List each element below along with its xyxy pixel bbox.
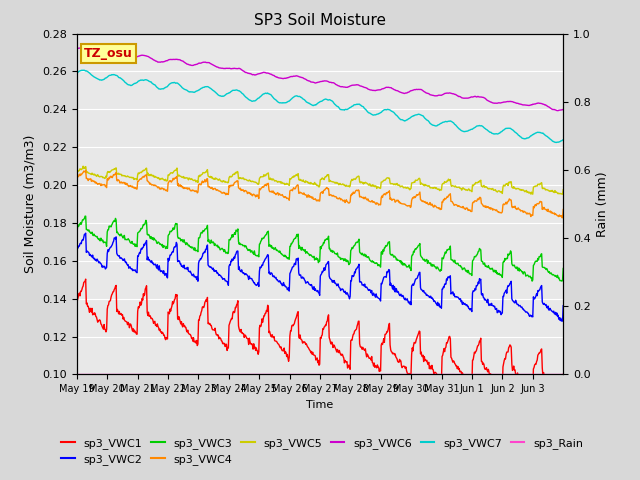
sp3_VWC5 bbox=[397, 183, 405, 189]
sp3_VWC3 bbox=[397, 261, 405, 267]
Line: sp3_VWC4: sp3_VWC4 bbox=[77, 170, 563, 218]
sp3_VWC1 bbox=[131, 327, 138, 333]
sp3_Rain bbox=[370, 372, 378, 377]
sp3_VWC6 bbox=[559, 107, 567, 112]
sp3_VWC4 bbox=[262, 183, 270, 189]
sp3_VWC6 bbox=[73, 46, 81, 52]
sp3_Rain bbox=[73, 372, 81, 377]
sp3_VWC6 bbox=[397, 90, 405, 96]
sp3_VWC7 bbox=[131, 81, 138, 86]
sp3_VWC3 bbox=[82, 213, 90, 219]
sp3_VWC3 bbox=[244, 248, 252, 253]
sp3_VWC7 bbox=[559, 137, 567, 143]
sp3_VWC7 bbox=[73, 71, 81, 76]
sp3_VWC7 bbox=[262, 91, 270, 96]
Y-axis label: Rain (mm): Rain (mm) bbox=[596, 171, 609, 237]
sp3_VWC6 bbox=[131, 55, 138, 60]
sp3_VWC2 bbox=[559, 303, 567, 309]
sp3_VWC7 bbox=[244, 96, 252, 102]
Line: sp3_VWC2: sp3_VWC2 bbox=[77, 233, 563, 321]
sp3_Rain bbox=[220, 372, 227, 377]
sp3_VWC7 bbox=[371, 112, 378, 118]
sp3_VWC1 bbox=[559, 372, 567, 377]
sp3_Rain bbox=[397, 372, 404, 377]
sp3_Rain bbox=[244, 372, 252, 377]
Y-axis label: Soil Moisture (m3/m3): Soil Moisture (m3/m3) bbox=[24, 135, 36, 273]
sp3_VWC3 bbox=[131, 241, 138, 247]
sp3_Rain bbox=[559, 372, 567, 377]
sp3_VWC5 bbox=[79, 163, 87, 169]
sp3_VWC3 bbox=[558, 278, 566, 284]
sp3_VWC7 bbox=[78, 67, 86, 73]
sp3_VWC5 bbox=[371, 183, 378, 189]
Line: sp3_VWC6: sp3_VWC6 bbox=[77, 47, 563, 111]
sp3_VWC2 bbox=[244, 274, 252, 279]
sp3_VWC4 bbox=[559, 206, 567, 212]
sp3_VWC6 bbox=[262, 70, 270, 76]
sp3_VWC1 bbox=[558, 396, 566, 402]
sp3_VWC4 bbox=[397, 201, 405, 206]
sp3_VWC5 bbox=[220, 178, 228, 184]
Line: sp3_VWC7: sp3_VWC7 bbox=[77, 70, 563, 143]
sp3_VWC4 bbox=[559, 215, 566, 221]
sp3_VWC4 bbox=[131, 184, 138, 190]
sp3_VWC1 bbox=[220, 341, 228, 347]
sp3_VWC2 bbox=[82, 230, 90, 236]
sp3_VWC2 bbox=[131, 268, 138, 274]
sp3_VWC1 bbox=[244, 336, 252, 342]
sp3_VWC4 bbox=[371, 199, 378, 204]
Title: SP3 Soil Moisture: SP3 Soil Moisture bbox=[254, 13, 386, 28]
sp3_VWC7 bbox=[397, 117, 405, 122]
Line: sp3_VWC5: sp3_VWC5 bbox=[77, 166, 563, 194]
sp3_VWC7 bbox=[220, 93, 228, 99]
sp3_VWC3 bbox=[220, 249, 228, 254]
sp3_VWC3 bbox=[73, 227, 81, 233]
sp3_VWC1 bbox=[262, 308, 270, 313]
sp3_VWC1 bbox=[371, 360, 378, 366]
sp3_VWC6 bbox=[371, 87, 378, 93]
sp3_VWC4 bbox=[244, 190, 252, 196]
sp3_VWC1 bbox=[73, 297, 81, 303]
sp3_VWC4 bbox=[73, 174, 81, 180]
sp3_VWC1 bbox=[82, 276, 90, 282]
sp3_VWC3 bbox=[262, 232, 270, 238]
sp3_VWC4 bbox=[220, 190, 228, 196]
sp3_Rain bbox=[130, 372, 138, 377]
Line: sp3_VWC1: sp3_VWC1 bbox=[77, 279, 563, 399]
sp3_VWC2 bbox=[220, 276, 228, 281]
sp3_Rain bbox=[262, 372, 269, 377]
sp3_VWC5 bbox=[262, 171, 270, 177]
X-axis label: Time: Time bbox=[307, 400, 333, 409]
sp3_VWC6 bbox=[554, 108, 562, 114]
sp3_VWC3 bbox=[559, 265, 567, 271]
sp3_VWC2 bbox=[559, 318, 566, 324]
sp3_VWC1 bbox=[397, 363, 405, 369]
sp3_VWC5 bbox=[73, 170, 81, 176]
Text: TZ_osu: TZ_osu bbox=[84, 47, 133, 60]
Line: sp3_VWC3: sp3_VWC3 bbox=[77, 216, 563, 281]
sp3_VWC5 bbox=[559, 192, 566, 197]
sp3_VWC4 bbox=[82, 168, 90, 173]
sp3_VWC2 bbox=[73, 244, 81, 250]
sp3_VWC6 bbox=[81, 44, 88, 50]
Legend: sp3_VWC1, sp3_VWC2, sp3_VWC3, sp3_VWC4, sp3_VWC5, sp3_VWC6, sp3_VWC7, sp3_Rain: sp3_VWC1, sp3_VWC2, sp3_VWC3, sp3_VWC4, … bbox=[57, 433, 588, 469]
sp3_VWC6 bbox=[220, 66, 228, 72]
sp3_VWC2 bbox=[397, 293, 405, 299]
sp3_VWC5 bbox=[131, 176, 138, 181]
sp3_VWC5 bbox=[559, 187, 567, 192]
sp3_VWC3 bbox=[371, 260, 378, 265]
sp3_VWC6 bbox=[244, 71, 252, 76]
sp3_VWC2 bbox=[262, 254, 270, 260]
sp3_VWC7 bbox=[552, 140, 560, 145]
sp3_VWC2 bbox=[371, 292, 378, 298]
sp3_VWC5 bbox=[244, 178, 252, 183]
